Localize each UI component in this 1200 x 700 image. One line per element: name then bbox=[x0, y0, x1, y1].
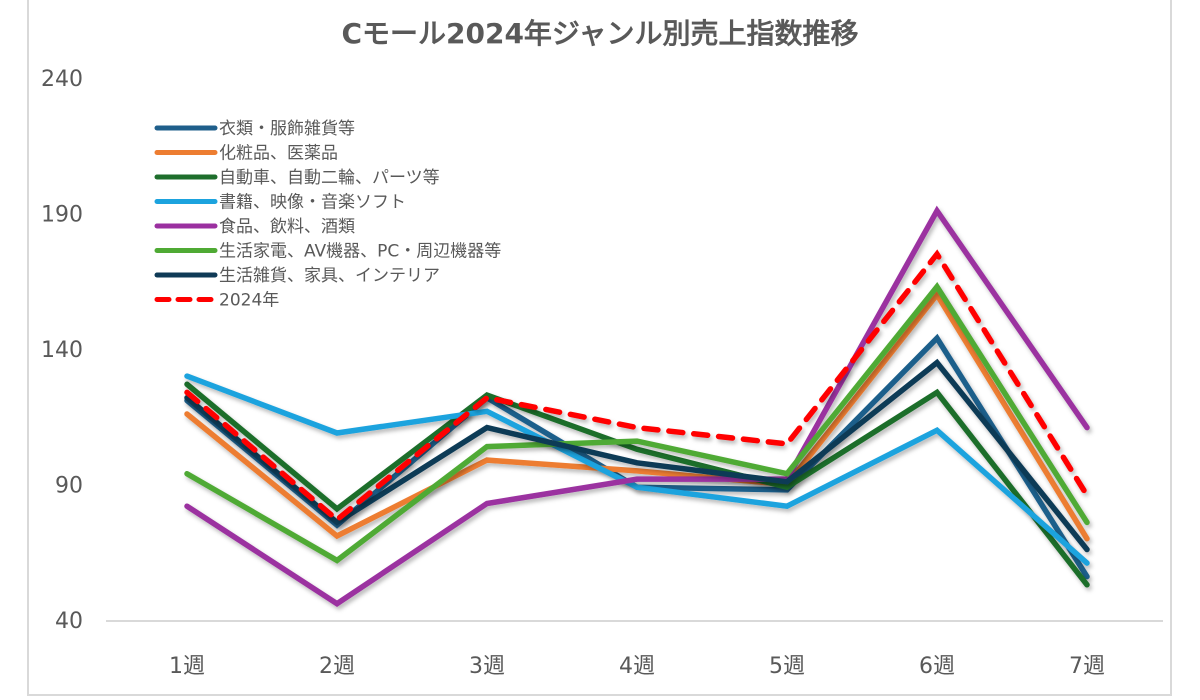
series-line-0 bbox=[184, 333, 1090, 580]
y-tick-label: 190 bbox=[41, 203, 83, 228]
y-tick-label: 240 bbox=[41, 67, 83, 92]
legend-label: 生活家電、AV機器、PC・周辺機器等 bbox=[219, 242, 501, 262]
legend-label: 2024年 bbox=[219, 291, 279, 311]
y-tick-label: 90 bbox=[55, 474, 83, 499]
x-tick-label: 6週 bbox=[919, 654, 955, 679]
x-tick-label: 2週 bbox=[319, 654, 355, 679]
legend-label: 書籍、映像・音楽ソフト bbox=[219, 193, 406, 213]
legend: 衣類・服飾雑貨等化粧品、医薬品自動車、自動二輪、パーツ等書籍、映像・音楽ソフト食… bbox=[154, 119, 501, 311]
legend-label: 自動車、自動二輪、パーツ等 bbox=[219, 168, 440, 188]
chart-frame bbox=[27, 0, 1172, 696]
series-line-6 bbox=[184, 358, 1090, 553]
x-tick-label: 7週 bbox=[1069, 654, 1105, 679]
x-axis-ticks: 1週 2週 3週 4週 5週 6週 7週 bbox=[169, 654, 1105, 679]
series-line-3 bbox=[184, 373, 1090, 566]
x-tick-label: 4週 bbox=[619, 654, 655, 679]
series-line-7 bbox=[184, 249, 1090, 524]
x-tick-label: 1週 bbox=[169, 654, 205, 679]
x-tick-label: 5週 bbox=[769, 654, 805, 679]
legend-label: 衣類・服飾雑貨等 bbox=[219, 119, 355, 139]
x-tick-label: 3週 bbox=[469, 654, 505, 679]
y-axis-ticks: 40 90 140 190 240 bbox=[41, 67, 83, 634]
legend-label: 食品、飲料、酒類 bbox=[219, 217, 355, 237]
y-tick-label: 140 bbox=[41, 338, 83, 363]
series-line-2 bbox=[184, 381, 1090, 588]
legend-label: 化粧品、医薬品 bbox=[219, 144, 338, 164]
y-tick-label: 40 bbox=[55, 609, 83, 634]
legend-label: 生活雑貨、家具、インテリア bbox=[219, 266, 440, 286]
series-line-4 bbox=[184, 205, 1090, 607]
series-lines bbox=[184, 205, 1090, 607]
chart-title: Cモール2024年ジャンル別売上指数推移 bbox=[341, 17, 859, 50]
series-line-1 bbox=[184, 290, 1090, 542]
series-line-5 bbox=[184, 281, 1090, 564]
